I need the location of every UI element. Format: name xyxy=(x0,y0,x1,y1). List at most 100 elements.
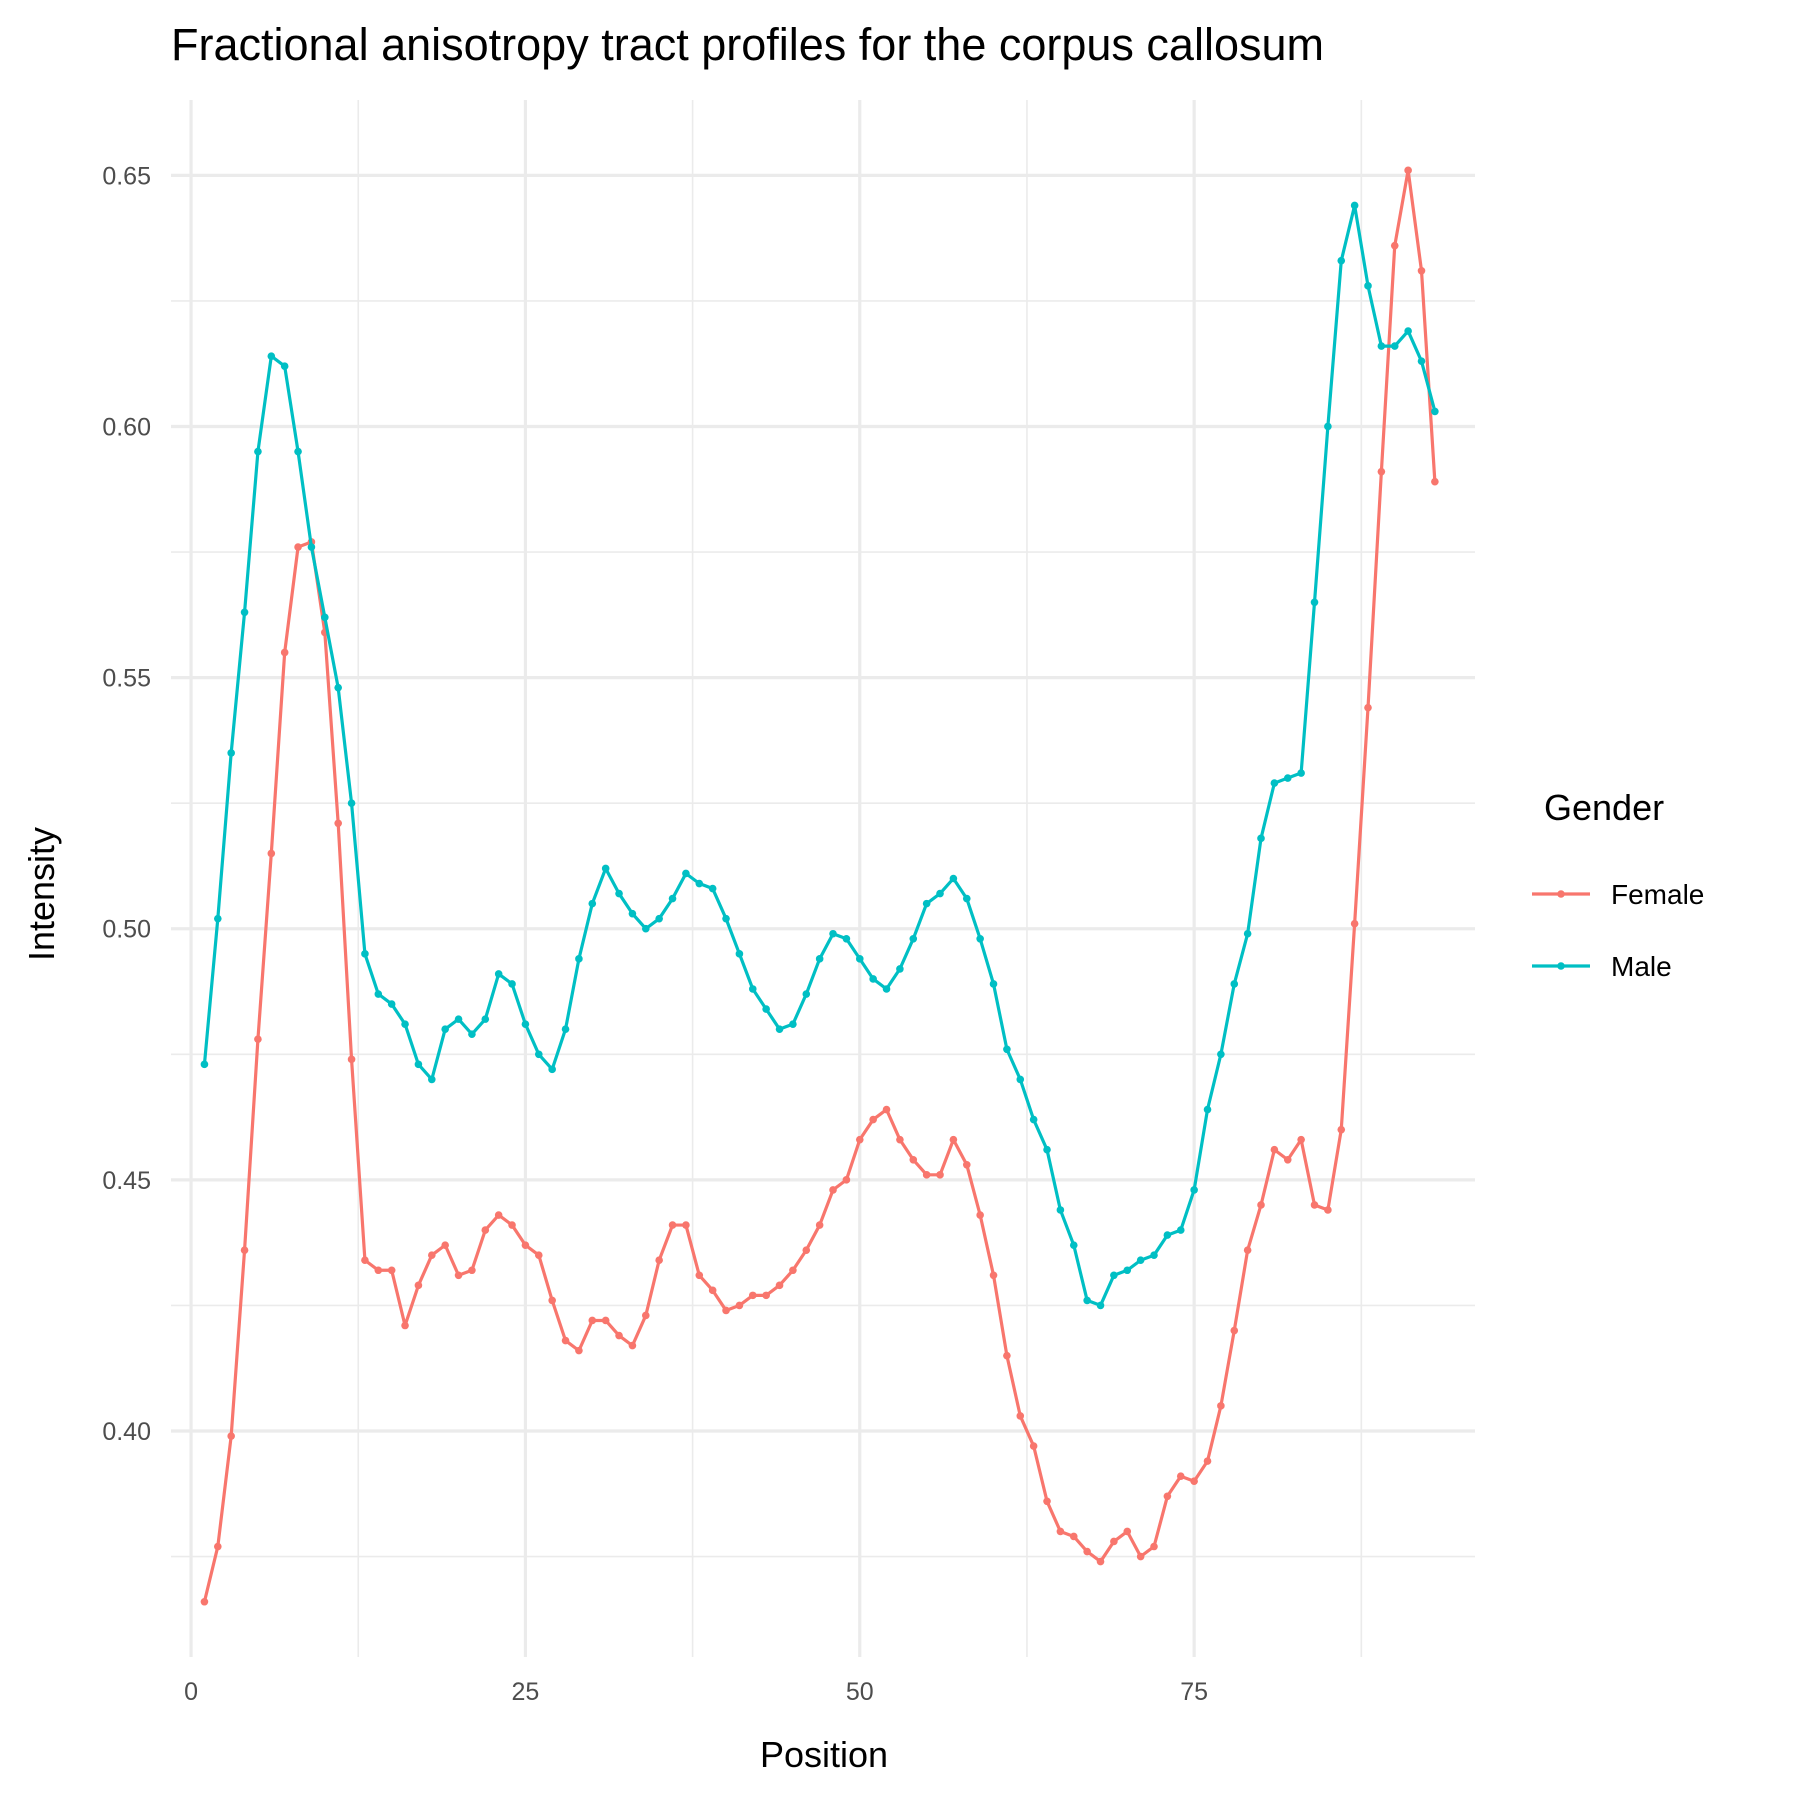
data-point-female xyxy=(668,1221,677,1229)
data-point-female xyxy=(829,1186,837,1194)
data-point-female xyxy=(588,1316,597,1325)
data-point-male xyxy=(414,1060,423,1069)
data-point-male xyxy=(588,899,597,908)
data-point-male xyxy=(1176,1226,1185,1234)
data-point-female xyxy=(869,1115,877,1124)
data-point-female xyxy=(775,1281,784,1290)
data-point-male xyxy=(1110,1271,1118,1280)
data-point-female xyxy=(976,1211,984,1219)
data-point-male xyxy=(1069,1241,1078,1249)
data-point-female xyxy=(1364,703,1372,712)
series-line-female xyxy=(202,168,1437,1603)
data-point-female xyxy=(387,1266,396,1275)
data-point-male xyxy=(1297,769,1305,777)
data-point-male xyxy=(1350,201,1359,210)
data-point-female xyxy=(334,819,342,828)
data-point-female xyxy=(267,849,276,858)
data-point-female xyxy=(534,1251,543,1259)
data-point-female xyxy=(508,1221,516,1229)
data-point-female xyxy=(1083,1547,1091,1556)
y-tick-label: 0.45 xyxy=(102,1167,151,1195)
data-point-male xyxy=(1417,357,1426,365)
data-point-female xyxy=(347,1055,356,1064)
data-point-female xyxy=(1217,1402,1225,1410)
data-point-female xyxy=(548,1296,556,1305)
data-point-male xyxy=(347,799,356,807)
data-point-female xyxy=(1243,1246,1252,1254)
data-point-male xyxy=(1043,1145,1051,1154)
data-point-female xyxy=(1377,467,1386,476)
data-point-male xyxy=(1136,1256,1145,1265)
data-point-female xyxy=(561,1336,570,1345)
data-point-female xyxy=(374,1266,383,1275)
y-axis-tick-labels: 0.40 0.45 0.50 0.55 0.60 0.65 xyxy=(102,162,151,1446)
data-point-female xyxy=(601,1316,610,1325)
data-point-female xyxy=(1096,1557,1105,1566)
chart-title: Fractional anisotropy tract profiles for… xyxy=(171,19,1324,70)
data-point-male xyxy=(976,934,984,943)
data-point-female xyxy=(922,1171,931,1179)
data-point-female xyxy=(1257,1201,1265,1209)
data-point-female xyxy=(1029,1442,1038,1450)
data-point-female xyxy=(214,1542,222,1551)
data-point-male xyxy=(428,1075,436,1084)
data-point-male xyxy=(1003,1045,1011,1054)
data-point-male xyxy=(521,1020,530,1028)
y-tick-label: 0.60 xyxy=(102,413,151,441)
legend-label: Male xyxy=(1611,951,1672,982)
data-point-male xyxy=(949,874,958,883)
data-point-male xyxy=(936,889,944,898)
data-point-male xyxy=(962,894,971,903)
data-point-female xyxy=(428,1251,436,1259)
data-point-female xyxy=(655,1256,663,1265)
data-point-male xyxy=(1217,1050,1225,1059)
data-point-male xyxy=(601,864,610,873)
data-point-female xyxy=(361,1256,369,1265)
data-point-male xyxy=(200,1060,209,1069)
series-female xyxy=(200,166,1439,1606)
data-point-male xyxy=(1310,598,1319,607)
data-point-female xyxy=(962,1160,971,1169)
data-point-male xyxy=(280,362,289,370)
data-point-male xyxy=(695,879,704,888)
data-point-female xyxy=(494,1211,503,1219)
data-point-male xyxy=(481,1015,490,1023)
data-point-female xyxy=(1337,1125,1346,1134)
data-point-male xyxy=(575,955,583,963)
data-point-male xyxy=(1203,1105,1212,1114)
data-point-female xyxy=(1431,477,1439,486)
legend-key-point xyxy=(1557,962,1565,970)
data-point-female xyxy=(1297,1135,1305,1144)
data-point-female xyxy=(936,1171,944,1179)
y-tick-label: 0.40 xyxy=(102,1418,151,1446)
data-point-male xyxy=(668,894,677,903)
data-point-female xyxy=(521,1241,530,1249)
data-point-male xyxy=(454,1015,463,1023)
data-point-female xyxy=(454,1271,463,1280)
data-point-female xyxy=(1003,1351,1011,1360)
data-point-male xyxy=(628,909,637,918)
data-point-male xyxy=(214,914,222,923)
data-point-male xyxy=(1270,779,1279,787)
data-point-male xyxy=(1337,256,1346,265)
legend-item-female: Female xyxy=(1532,879,1704,910)
data-point-male xyxy=(882,985,891,993)
x-tick-label: 75 xyxy=(1180,1678,1208,1706)
data-point-female xyxy=(401,1321,409,1330)
data-point-male xyxy=(1431,407,1439,416)
data-point-female xyxy=(615,1331,623,1340)
data-point-male xyxy=(307,543,316,551)
data-point-female xyxy=(695,1271,704,1280)
data-point-female xyxy=(989,1271,998,1280)
data-point-female xyxy=(227,1432,235,1440)
data-point-female xyxy=(1310,1201,1319,1209)
data-point-male xyxy=(1083,1296,1091,1305)
data-point-male xyxy=(829,929,837,938)
y-axis-title: Intensity xyxy=(21,827,62,961)
data-point-male xyxy=(468,1030,476,1038)
data-point-male xyxy=(789,1020,797,1028)
data-point-male xyxy=(1377,342,1386,350)
data-point-female xyxy=(682,1221,690,1229)
series-male xyxy=(200,201,1439,1310)
legend: Gender Female Male xyxy=(1532,787,1704,982)
